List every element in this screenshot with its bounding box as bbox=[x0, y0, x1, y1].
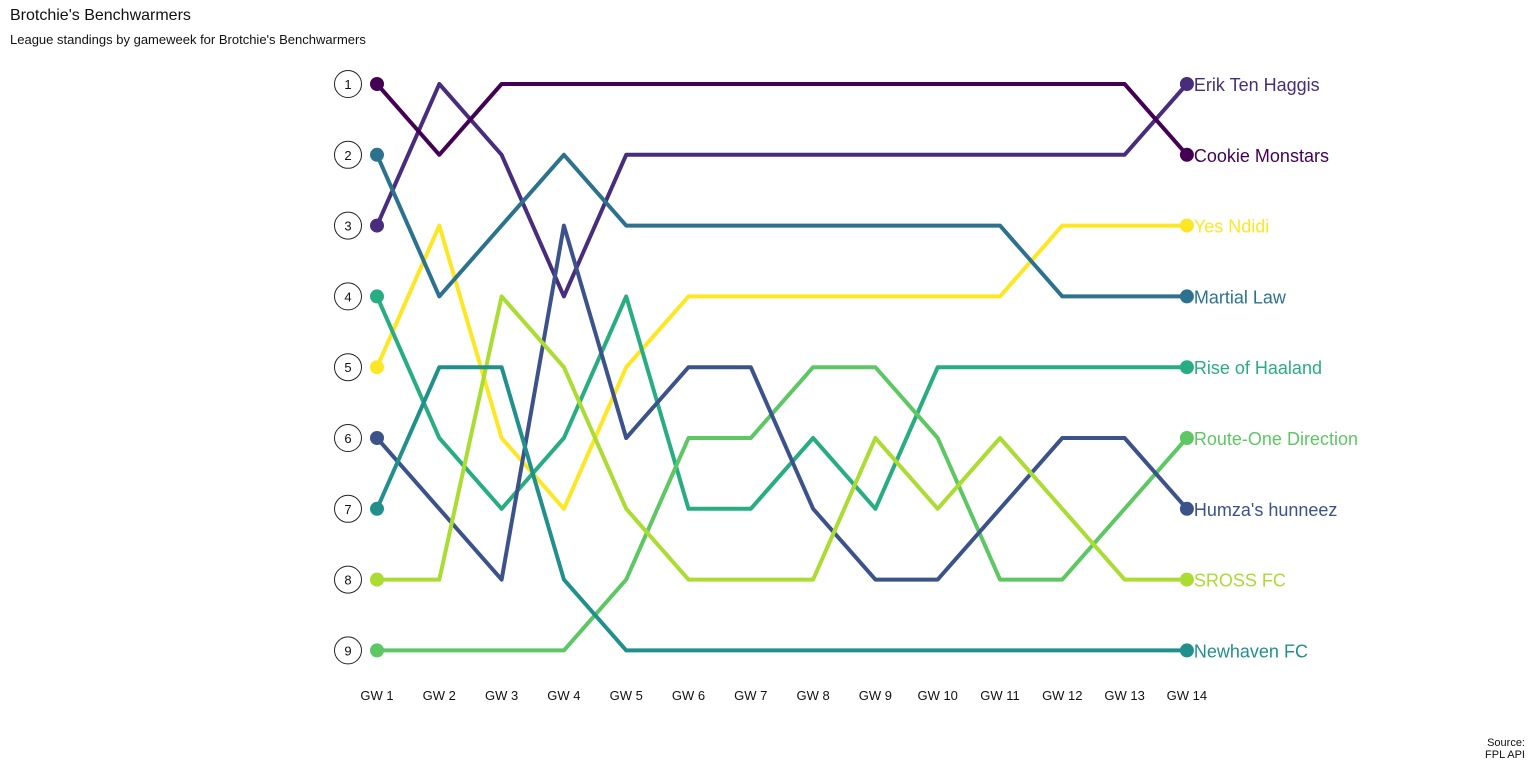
x-tick-label: GW 6 bbox=[672, 688, 705, 703]
series-label-humza-s-hunneez: Humza's hunneez bbox=[1194, 500, 1338, 520]
x-tick-label: GW 8 bbox=[796, 688, 829, 703]
y-tick-label: 3 bbox=[344, 219, 351, 234]
rank-marker-circle bbox=[334, 211, 362, 240]
chart-title: Brotchie's Benchwarmers bbox=[10, 7, 191, 24]
y-tick-label: 1 bbox=[344, 77, 351, 92]
y-tick-label: 6 bbox=[344, 431, 351, 446]
x-tick-label: GW 4 bbox=[547, 688, 580, 703]
source-caption-line-2: FPL API bbox=[1485, 749, 1525, 761]
source-caption-line-1: Source: bbox=[1487, 737, 1525, 749]
source-caption: Source: FPL API bbox=[1485, 737, 1525, 761]
y-tick-label: 9 bbox=[344, 643, 351, 658]
start-point-route-one-direction bbox=[370, 643, 384, 658]
series-line-cookie-monstars bbox=[375, 82, 1189, 157]
series-label-sross-fc: SROSS FC bbox=[1194, 571, 1286, 591]
x-tick-label: GW 9 bbox=[859, 688, 892, 703]
x-tick-label: GW 12 bbox=[1042, 688, 1082, 703]
rank-marker-circle bbox=[334, 353, 362, 382]
x-axis: GW 1 GW 2 GW 3 GW 4 GW 5 GW 6 GW 7 GW 8 GW 9 GW 1… bbox=[360, 688, 1207, 703]
series-lines bbox=[375, 82, 1189, 653]
series-label-erik-ten-haggis: Erik Ten Haggis bbox=[1194, 75, 1320, 95]
rank-marker-circle bbox=[334, 565, 362, 594]
start-point-humza-s-hunneez bbox=[370, 431, 384, 445]
end-point-route-one-direction bbox=[1179, 431, 1194, 445]
rank-marker-circle bbox=[334, 424, 362, 452]
x-tick-label: GW 10 bbox=[917, 688, 957, 703]
series-line-erik-ten-haggis bbox=[375, 82, 1189, 299]
y-tick-label: 5 bbox=[344, 360, 351, 375]
y-tick-label: 2 bbox=[344, 148, 351, 163]
start-point-rise-of-haaland bbox=[370, 289, 384, 304]
series-label-rise-of-haaland: Rise of Haaland bbox=[1194, 358, 1322, 378]
series-line-rise-of-haaland bbox=[375, 294, 1189, 511]
rank-marker-circle bbox=[334, 282, 362, 311]
x-tick-label: GW 1 bbox=[360, 688, 393, 703]
end-point-sross-fc bbox=[1179, 572, 1194, 587]
x-tick-label: GW 3 bbox=[485, 688, 518, 703]
start-point-cookie-monstars bbox=[370, 77, 384, 91]
y-tick-label: 8 bbox=[344, 573, 351, 588]
start-point-erik-ten-haggis bbox=[370, 218, 384, 233]
x-tick-label: GW 5 bbox=[610, 688, 643, 703]
x-tick-label: GW 14 bbox=[1167, 688, 1207, 703]
chart-subtitle: League standings by gameweek for Brotchi… bbox=[10, 32, 366, 47]
x-tick-label: GW 11 bbox=[980, 688, 1020, 703]
series-line-humza-s-hunneez bbox=[375, 223, 1189, 582]
end-point-erik-ten-haggis bbox=[1179, 77, 1194, 91]
start-point-yes-ndidi bbox=[370, 360, 384, 375]
series-line-newhaven-fc bbox=[375, 365, 1189, 653]
start-point-sross-fc bbox=[370, 572, 384, 587]
rank-marker-circle bbox=[334, 70, 362, 98]
end-point-yes-ndidi bbox=[1179, 218, 1194, 233]
series-label-route-one-direction: Route-One Direction bbox=[1194, 429, 1358, 449]
start-point-martial-law bbox=[370, 147, 384, 162]
rank-marker-circle bbox=[334, 140, 362, 169]
end-point-rise-of-haaland bbox=[1179, 360, 1194, 375]
y-tick-label: 4 bbox=[344, 289, 351, 304]
series-label-newhaven-fc: Newhaven FC bbox=[1194, 641, 1308, 661]
x-tick-label: GW 7 bbox=[734, 688, 767, 703]
end-point-humza-s-hunneez bbox=[1179, 501, 1194, 516]
y-tick-label: 7 bbox=[344, 502, 351, 517]
x-tick-label: GW 2 bbox=[423, 688, 456, 703]
rank-marker-circle bbox=[334, 494, 362, 523]
end-point-martial-law bbox=[1179, 289, 1194, 304]
series-endpoints: Erik Ten Haggis Cookie Monstars Yes Ndidi M… bbox=[370, 75, 1358, 661]
series-label-cookie-monstars: Cookie Monstars bbox=[1194, 146, 1329, 166]
series-line-sross-fc bbox=[375, 294, 1189, 582]
series-line-martial-law bbox=[375, 152, 1189, 299]
end-point-cookie-monstars bbox=[1179, 147, 1194, 162]
end-point-newhaven-fc bbox=[1179, 643, 1194, 658]
start-point-newhaven-fc bbox=[370, 501, 384, 516]
x-tick-label: GW 13 bbox=[1104, 688, 1144, 703]
series-label-yes-ndidi: Yes Ndidi bbox=[1194, 217, 1269, 237]
series-label-martial-law: Martial Law bbox=[1194, 287, 1287, 307]
rank-marker-circle bbox=[334, 636, 362, 665]
series-line-yes-ndidi bbox=[375, 223, 1189, 511]
series-line-route-one-direction bbox=[375, 365, 1189, 653]
y-axis: 1 2 3 4 5 6 7 8 9 bbox=[334, 70, 362, 665]
